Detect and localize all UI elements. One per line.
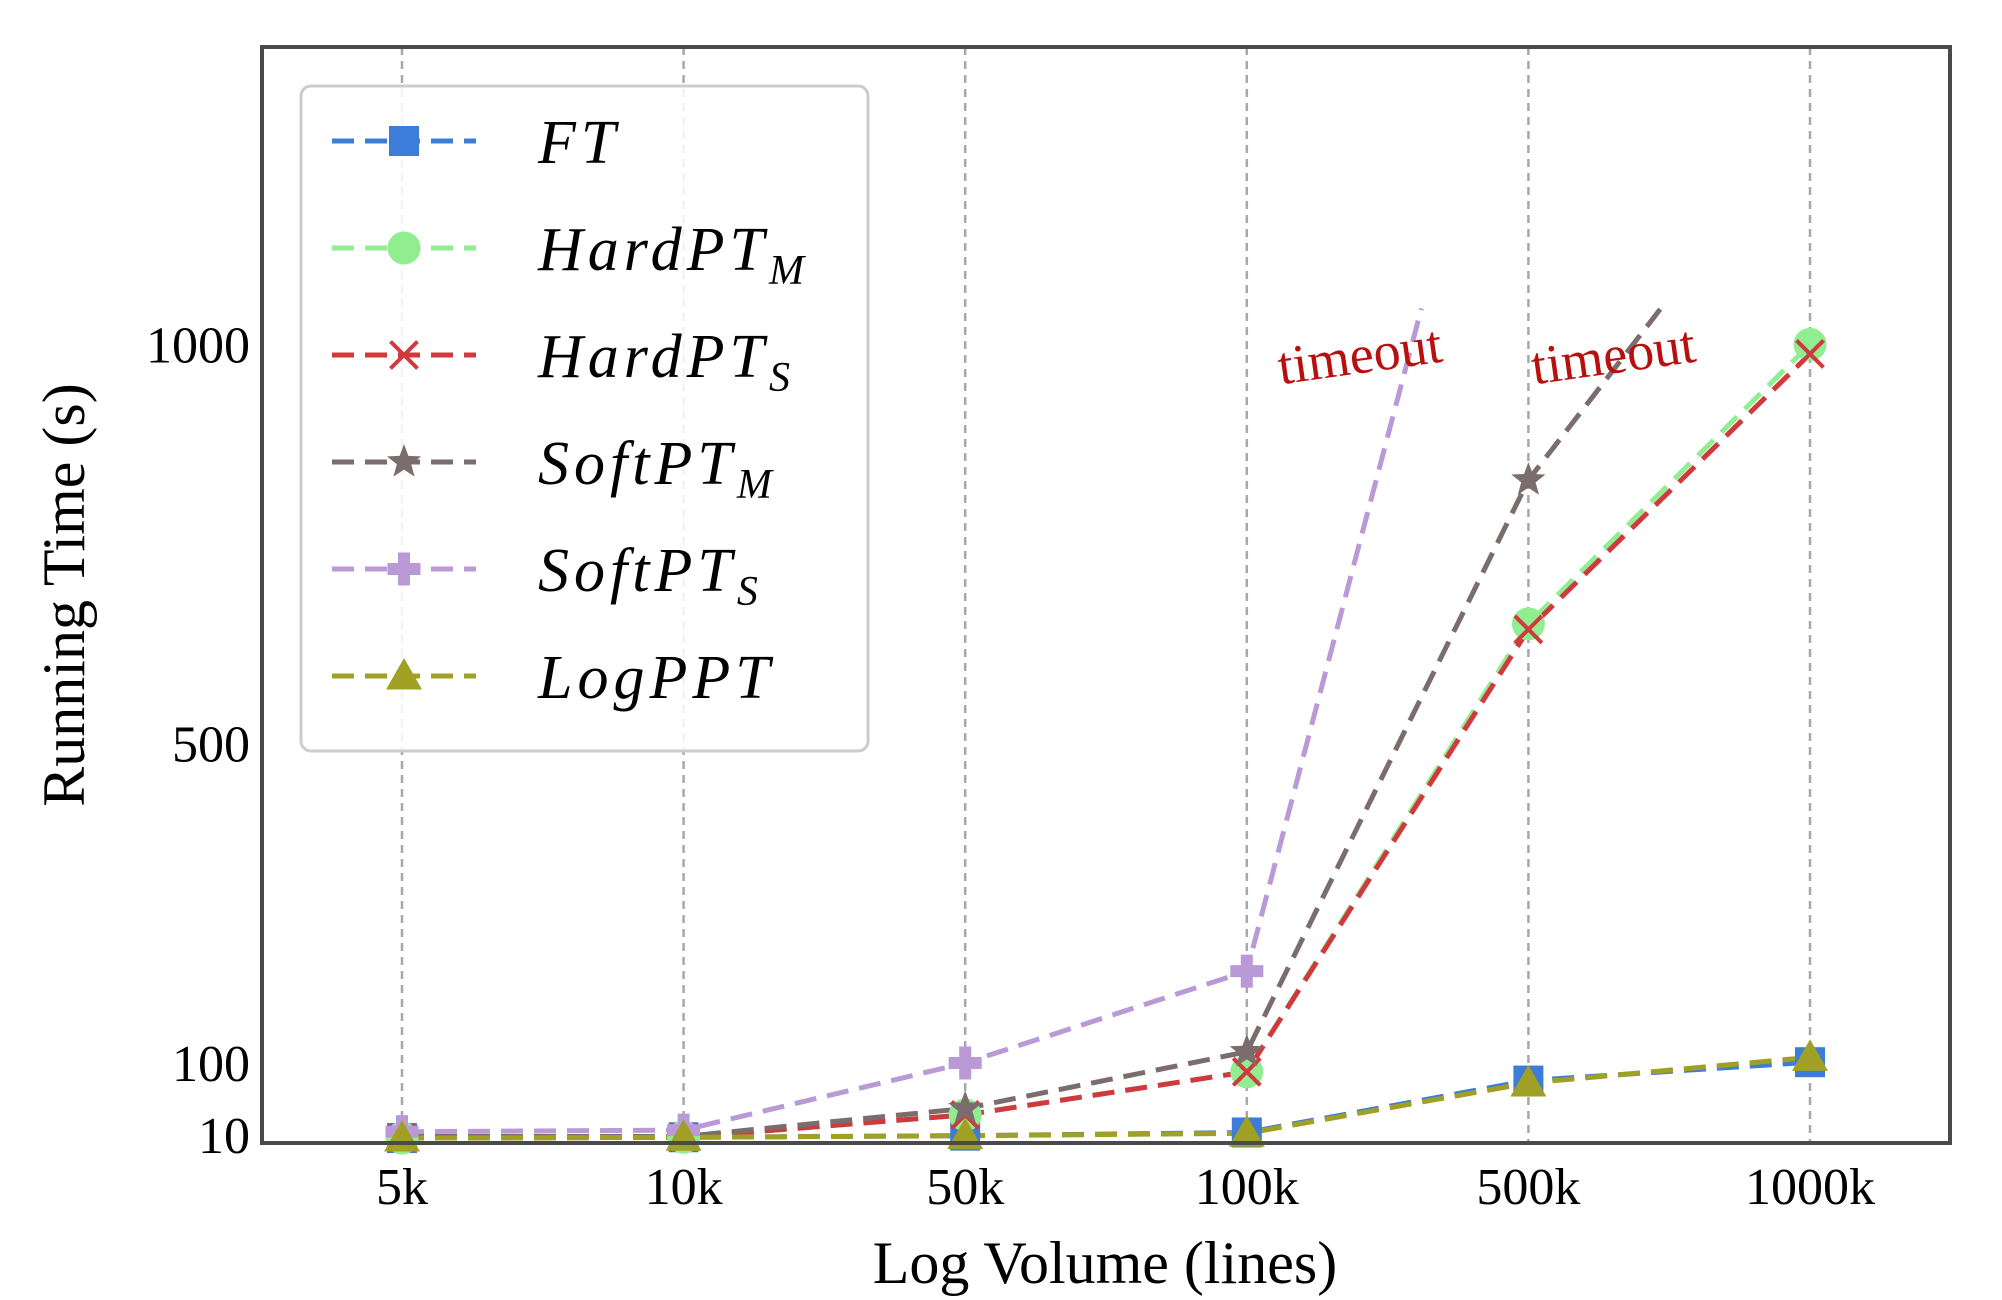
marker-SoftPT_M-500k [1511,462,1546,495]
legend-marker-HardPT_S [389,340,419,370]
legend: FT HardPTM HardPTS SoftPTM SoftPTS LogPPT [299,84,870,753]
legend-label-HardPT_S: HardPTS [537,323,790,401]
marker-HardPT_M-1000k [1793,327,1827,361]
legend-marker-HardPT_M [387,231,421,265]
legend-marker-SoftPT_M [386,444,422,477]
marker-LogPPT-100k [1228,1115,1265,1147]
marker-HardPT_M-500k [1511,607,1545,641]
marker-SoftPT_S-50k [948,1046,982,1080]
marker-SoftPT_M-100k [1229,1033,1264,1067]
legend-label-SoftPT_M: SoftPTM [538,430,774,508]
x-tick-label-500k: 500k [1476,1159,1580,1216]
marker-SoftPT_S-100k [1230,954,1264,988]
y-tick-label-10: 10 [198,1108,250,1165]
plot-frame [260,45,1952,1145]
x-tick-label-100k: 100k [1195,1159,1299,1216]
x-tick-label-1000k: 1000k [1745,1159,1875,1216]
legend-box [299,84,870,753]
legend-label-SoftPT_S: SoftPTS [538,537,758,615]
legend-marker-SoftPT_S [387,552,421,586]
marker-LogPPT-1000k [1792,1039,1828,1071]
marker-HardPT_S-1000k [1795,339,1825,369]
marker-SoftPT_M-50k [948,1090,983,1124]
y-axis-ticks: 10 100 500 1000 [146,317,250,1165]
x-axis-ticks: 5k 10k 50k 100k 500k 1000k [376,1159,1875,1216]
legend-label-LogPPT: LogPPT [537,644,775,712]
legend-marker-FT [389,126,419,156]
x-tick-label-10k: 10k [645,1159,723,1216]
y-tick-label-100: 100 [172,1036,250,1093]
legend-items: FT HardPTM HardPTS SoftPTM SoftPTS LogPPT [332,109,806,712]
legend-label-HardPT_M: HardPTM [537,216,806,294]
x-tick-label-50k: 50k [926,1159,1004,1216]
series-line-LogPPT [401,1054,1811,1141]
y-tick-label-500: 500 [172,717,250,774]
y-tick-label-1000: 1000 [146,317,250,374]
marker-HardPT_S-500k [1513,614,1544,645]
y-axis-title: Running Time (s) [31,383,97,806]
legend-marker-LogPPT [386,658,422,690]
x-tick-label-5k: 5k [376,1159,428,1216]
marker-LogPPT-500k [1510,1064,1547,1097]
legend-label-FT: FT [537,109,620,177]
x-axis-title: Log Volume (lines) [873,1230,1337,1296]
